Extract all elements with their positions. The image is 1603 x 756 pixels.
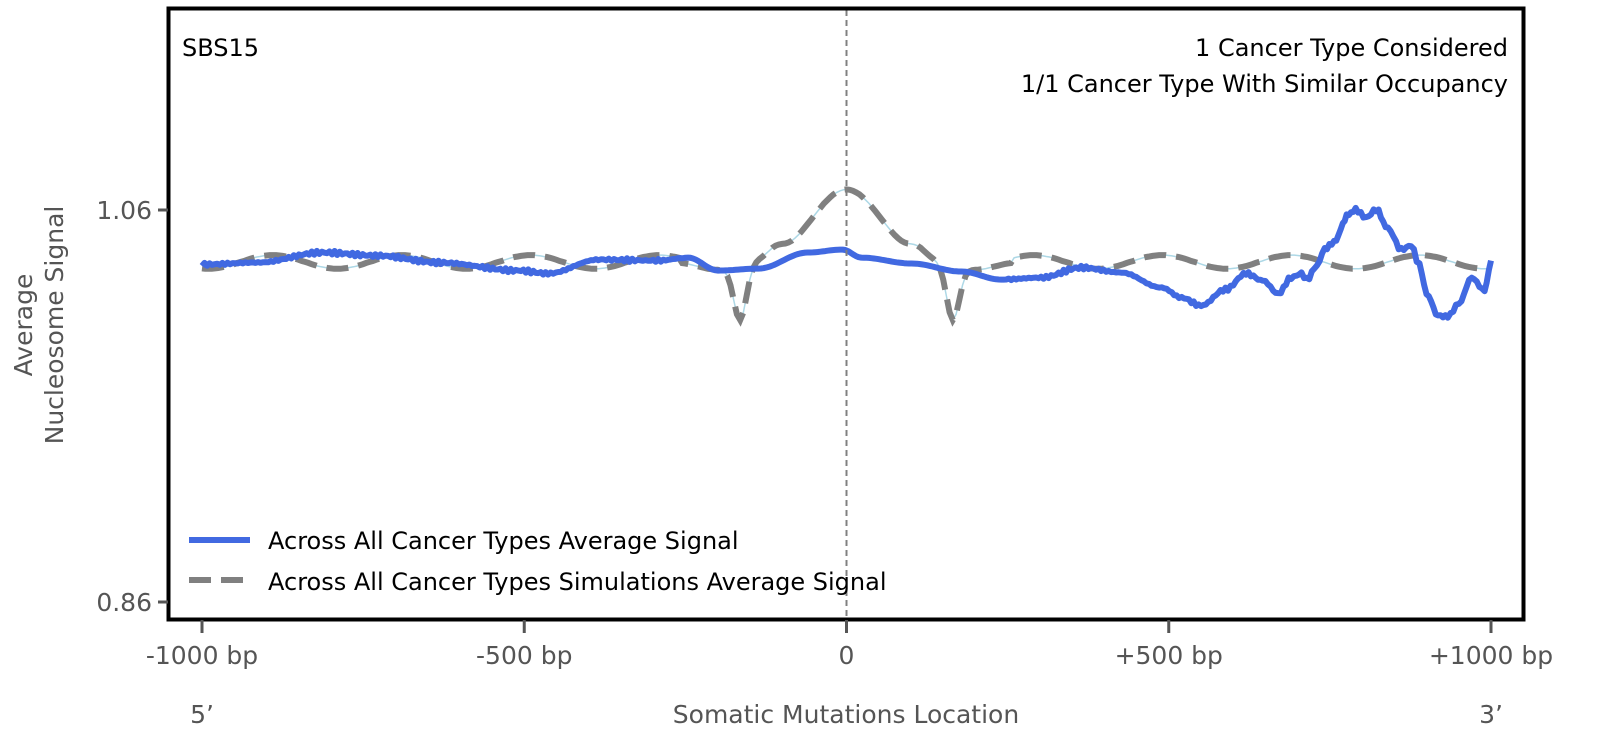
x-tick-label: +500 bp (1115, 641, 1223, 670)
series-observed-average-signal (199, 204, 1494, 321)
y-tick-label: 1.06 (96, 196, 152, 225)
y-axis-label-line-2: Nucleosome Signal (40, 206, 69, 445)
plot-area (199, 186, 1494, 327)
y-axis-ticks: 1.06 0.86 (96, 196, 168, 617)
x-axis-label: Somatic Mutations Location (673, 700, 1019, 729)
x-tick-label: -1000 bp (146, 641, 258, 670)
plot-frame (166, 6, 1526, 622)
annotation-cancer-types-considered: 1 Cancer Type Considered (1195, 34, 1508, 62)
y-axis-label-line-1: Average (9, 274, 38, 377)
legend-label-observed: Across All Cancer Types Average Signal (268, 527, 739, 555)
x-tick-label: +1000 bp (1429, 641, 1553, 670)
three-prime-label: 3’ (1479, 700, 1503, 729)
signature-label: SBS15 (182, 34, 259, 62)
series-simulated-average-signal (201, 186, 1492, 327)
legend: Across All Cancer Types Average Signal A… (189, 527, 887, 596)
x-tick-label: 0 (839, 641, 855, 670)
legend-label-simulated: Across All Cancer Types Simulations Aver… (268, 568, 887, 596)
x-tick-label: -500 bp (476, 641, 572, 670)
y-axis-label: Average Nucleosome Signal (9, 206, 69, 445)
x-axis-ticks: -1000 bp -500 bp 0 +500 bp +1000 bp (146, 620, 1553, 670)
y-tick-label: 0.86 (96, 588, 152, 617)
annotation-similar-occupancy: 1/1 Cancer Type With Similar Occupancy (1021, 70, 1508, 98)
five-prime-label: 5’ (190, 700, 214, 729)
